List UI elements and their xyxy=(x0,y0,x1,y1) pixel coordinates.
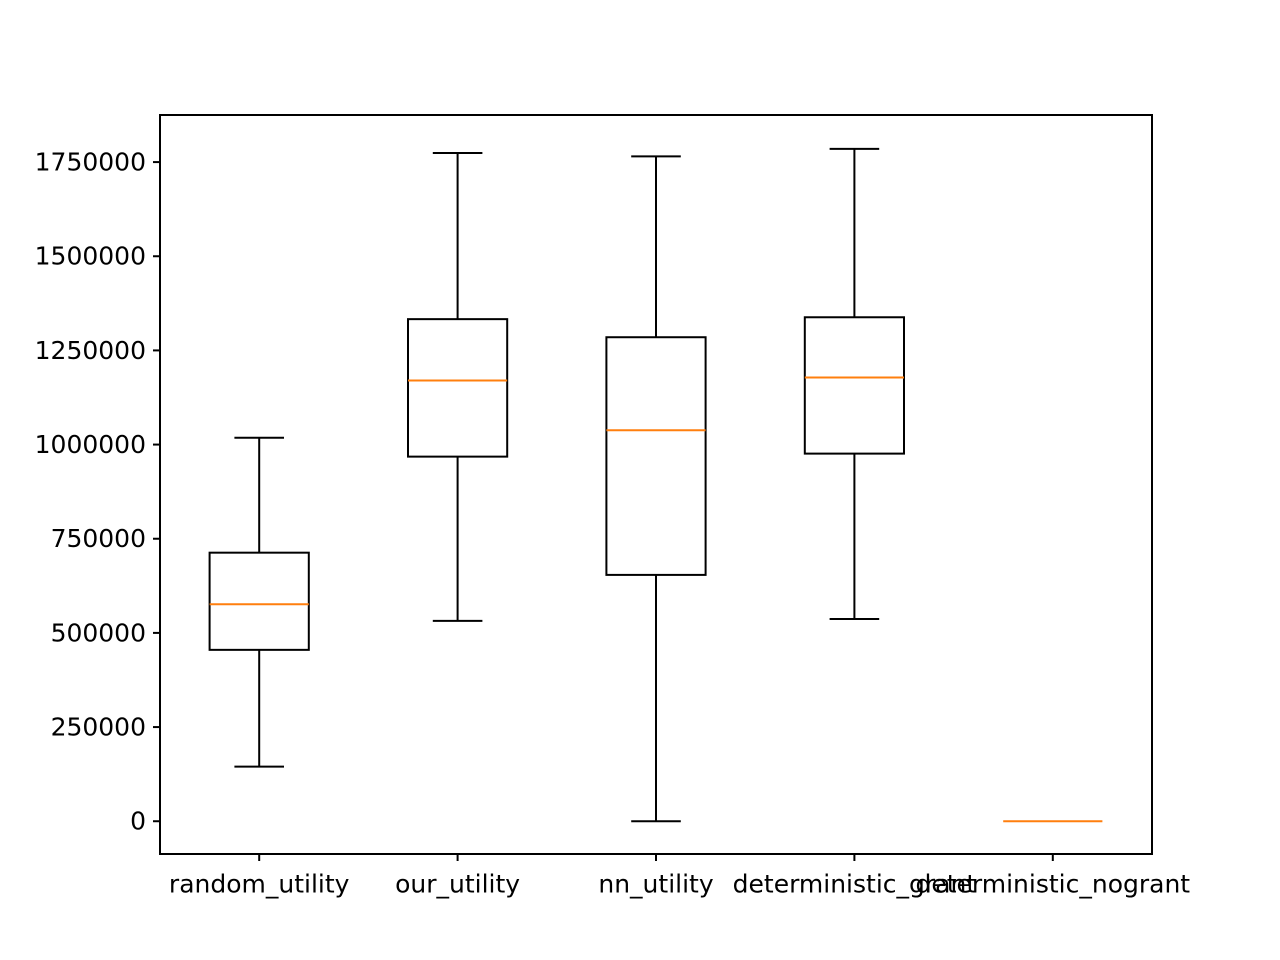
y-tick-label: 500000 xyxy=(51,618,146,647)
axes-frame xyxy=(159,114,1153,855)
x-axis-ticks: random_utility our_utility nn_utility deter… xyxy=(169,854,1190,898)
boxes-group xyxy=(208,147,1103,823)
x-tick-label: deterministic_grant xyxy=(733,869,977,898)
y-tick-label: 1500000 xyxy=(35,242,146,271)
y-axis-ticks: 0 250000 500000 750000 1000000 1250000 1500000… xyxy=(35,148,160,836)
box-deterministic_grant xyxy=(803,147,905,620)
box-random_utility xyxy=(208,436,310,768)
iqr-box xyxy=(803,316,905,455)
y-tick-label: 0 xyxy=(130,807,146,836)
x-tick-label: random_utility xyxy=(169,869,350,898)
box-nn_utility xyxy=(605,155,707,823)
y-tick-label: 750000 xyxy=(51,524,146,553)
y-tick-label: 1000000 xyxy=(35,430,146,459)
x-tick-label: nn_utility xyxy=(598,869,713,898)
box-our_utility xyxy=(407,152,509,622)
iqr-box xyxy=(605,336,707,576)
x-tick-label: deterministic_nogrant xyxy=(915,869,1190,898)
x-tick-label: our_utility xyxy=(395,869,520,898)
iqr-box xyxy=(407,318,509,458)
y-tick-label: 1750000 xyxy=(35,148,146,177)
iqr-box xyxy=(208,551,310,651)
y-tick-label: 250000 xyxy=(51,713,146,742)
y-tick-label: 1250000 xyxy=(35,336,146,365)
